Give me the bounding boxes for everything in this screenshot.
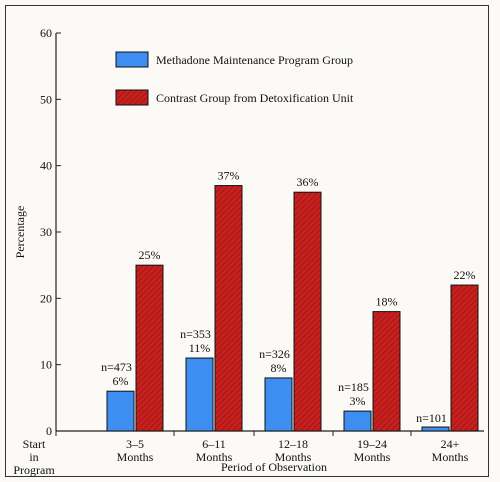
bar-contrast — [135, 264, 164, 432]
bar-methadone — [343, 410, 372, 432]
bar-label-contrast: 36% — [297, 175, 319, 189]
y-tick-label: 10 — [40, 358, 52, 372]
start-in-program-label: Program — [13, 463, 55, 477]
y-tick-label: 0 — [46, 424, 52, 438]
bar-methadone — [185, 357, 214, 432]
start-in-program-label: Start — [23, 437, 46, 451]
x-category-label: Months — [275, 450, 312, 464]
start-in-program-label: in — [29, 450, 38, 464]
legend: Methadone Maintenance Program Group Contr… — [115, 51, 354, 106]
x-category-label: 12–18 — [278, 437, 308, 451]
bar-methadone — [106, 390, 135, 432]
bar-contrast — [214, 185, 243, 432]
bar-label-methadone: 3% — [350, 394, 366, 408]
bars-layer: 6%n=473 25% 11%n=353 37% 8%n=326 36% 3%n=185 18… — [101, 169, 479, 432]
x-axis-label: Period of Observation — [221, 460, 327, 474]
n-label: n=353 — [180, 327, 211, 341]
bar-label-methadone: 6% — [113, 374, 129, 388]
n-label: n=101 — [416, 411, 447, 425]
x-category-label: 24+ — [441, 437, 460, 451]
legend-swatch-methadone — [115, 51, 149, 68]
axes: 0102030405060Percentage3–5Months6–11Mont… — [13, 26, 484, 477]
y-tick-label: 20 — [40, 291, 52, 305]
legend-label-contrast: Contrast Group from Detoxification Unit — [156, 91, 354, 105]
x-category-label: 3–5 — [126, 437, 144, 451]
n-label: n=473 — [101, 360, 132, 374]
y-tick-label: 30 — [40, 225, 52, 239]
n-label: n=326 — [259, 347, 290, 361]
bar-label-contrast: 37% — [218, 169, 240, 183]
y-tick-label: 40 — [40, 159, 52, 173]
legend-swatch-contrast — [115, 89, 149, 106]
x-category-label: Months — [354, 450, 391, 464]
n-label: n=185 — [338, 380, 369, 394]
bar-methadone — [421, 426, 450, 432]
bar-contrast — [293, 191, 322, 432]
x-category-label: Months — [196, 450, 233, 464]
bar-label-contrast: 25% — [139, 248, 161, 262]
bar-label-methadone: 11% — [189, 341, 211, 355]
x-category-label: Months — [117, 450, 154, 464]
bar-methadone — [264, 377, 293, 432]
bar-label-methadone: 8% — [271, 361, 287, 375]
chart-frame: 0 10 20 30 40 50 60 Percentage 3–5 Months 6–11 Mont… — [5, 5, 489, 477]
y-tick-label: 60 — [40, 26, 52, 40]
x-category-label: 6–11 — [202, 437, 226, 451]
y-tick-label: 50 — [40, 92, 52, 106]
y-axis-label: Percentage — [13, 206, 27, 259]
bar-contrast — [372, 311, 401, 432]
bar-label-contrast: 22% — [454, 268, 476, 282]
bar-label-contrast: 18% — [376, 295, 398, 309]
bar-chart: 0102030405060Percentage3–5Months6–11Mont… — [13, 26, 484, 477]
bar-contrast — [450, 284, 479, 432]
x-category-label: Months — [432, 450, 469, 464]
x-category-label: 19–24 — [357, 437, 387, 451]
legend-label-methadone: Methadone Maintenance Program Group — [156, 53, 353, 67]
